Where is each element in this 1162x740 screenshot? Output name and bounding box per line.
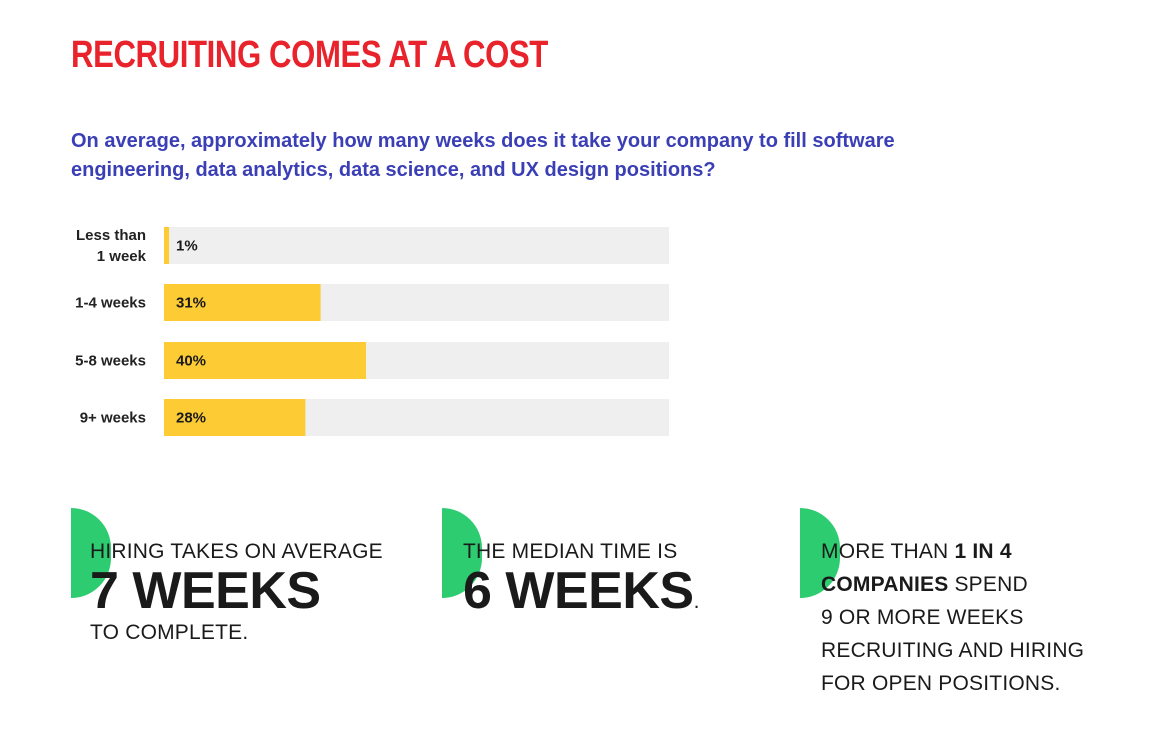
category-label: 9+ weeks (80, 410, 146, 427)
stat-share-pre: MORE THAN (821, 540, 955, 563)
stat-share-bold1: 1 IN 4 (954, 540, 1012, 563)
stat-share-line3: 9 OR MORE WEEKS (821, 606, 1024, 629)
bar-value-label: 28% (176, 410, 206, 427)
stat-average-line2: TO COMPLETE. (90, 621, 249, 644)
stat-share-mid: SPEND (948, 573, 1028, 596)
category-label: Less than 1 week (76, 227, 147, 265)
stat-median-value-wrap: 6 WEEKS. (463, 565, 700, 627)
page-title: RECRUITING COMES AT A COST (71, 34, 548, 76)
stat-average-value: 7 WEEKS (90, 562, 321, 620)
stat-share-bold2: COMPANIES (821, 573, 949, 596)
stat-share-line4: RECRUITING AND HIRING (821, 639, 1085, 662)
bar (164, 342, 366, 379)
bar (164, 399, 306, 436)
stat-average-line1: HIRING TAKES ON AVERAGE (90, 540, 383, 563)
stat-share: MORE THAN 1 IN 4 COMPANIES SPEND 9 OR MO… (800, 508, 1084, 700)
bar (164, 227, 170, 264)
stat-median-period: . (693, 590, 700, 613)
stat-average: HIRING TAKES ON AVERAGE 7 WEEKS TO COMPL… (71, 508, 383, 649)
stat-median-line1: THE MEDIAN TIME IS (463, 540, 678, 563)
bar (164, 284, 321, 321)
category-label: 5-8 weeks (75, 353, 146, 370)
bar-value-label: 40% (176, 353, 206, 370)
survey-question: On average, approximately how many weeks… (71, 130, 895, 181)
stat-median-value: 6 WEEKS (463, 562, 694, 620)
stat-share-line5: FOR OPEN POSITIONS. (821, 672, 1061, 695)
weeks-to-fill-bar-chart: 1% Less than 1 week 31% 1-4 weeks 40% 5-8 week… (75, 227, 669, 436)
stat-median: THE MEDIAN TIME IS 6 WEEKS. (442, 508, 699, 627)
bar-value-label: 31% (176, 295, 206, 312)
bar-track (164, 227, 669, 264)
category-label: 1-4 weeks (75, 295, 146, 312)
bar-value-label: 1% (176, 238, 198, 255)
